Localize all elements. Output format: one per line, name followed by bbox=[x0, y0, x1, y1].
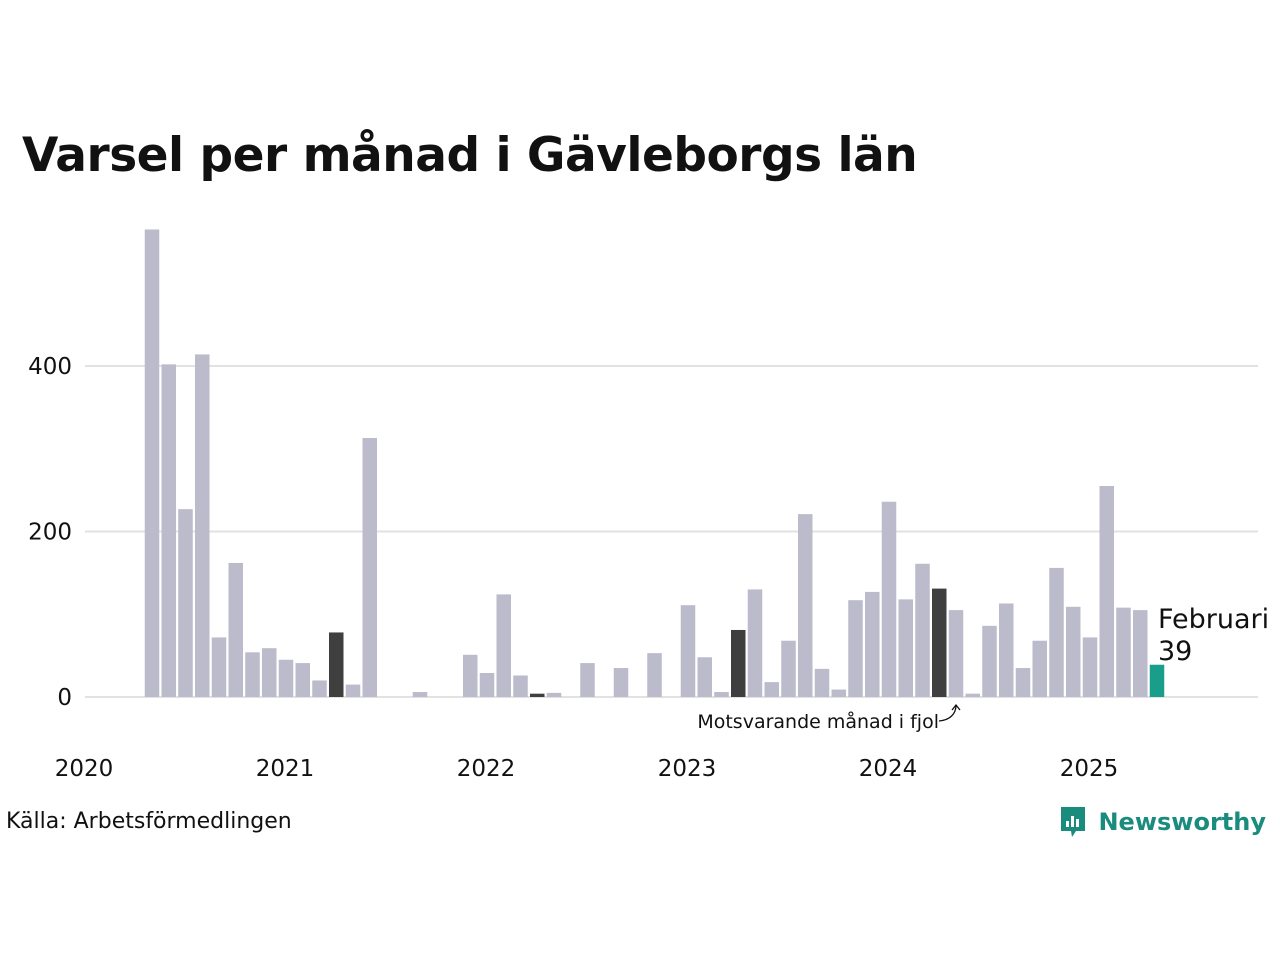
bar bbox=[245, 652, 260, 697]
bar-current-month bbox=[1149, 664, 1165, 697]
bar bbox=[580, 663, 595, 697]
bar bbox=[697, 657, 712, 697]
y-tick-label: 200 bbox=[28, 520, 72, 546]
bar bbox=[881, 501, 897, 697]
bar bbox=[1099, 485, 1114, 697]
bar bbox=[915, 563, 930, 697]
annotations: Motsvarande månad i fjol Februari 39 bbox=[697, 604, 1269, 733]
x-tick-label: 2025 bbox=[1060, 756, 1119, 782]
axis-labels: 0 200 400 2020 2021 2022 2023 2024 2025 bbox=[28, 354, 1118, 782]
bar bbox=[898, 599, 913, 697]
bar bbox=[513, 675, 528, 697]
bar bbox=[1066, 606, 1081, 697]
bar bbox=[195, 354, 210, 697]
bar bbox=[1032, 640, 1047, 697]
bar bbox=[714, 692, 729, 697]
bar bbox=[781, 640, 796, 697]
bar bbox=[982, 625, 997, 697]
bar bbox=[295, 663, 310, 697]
bar bbox=[228, 562, 243, 697]
bar bbox=[1015, 668, 1031, 697]
bar-highlight bbox=[530, 693, 545, 697]
y-tick-label: 0 bbox=[57, 685, 72, 711]
bar bbox=[345, 684, 361, 697]
grid-lines bbox=[85, 365, 1258, 698]
bar bbox=[463, 654, 478, 697]
bar bbox=[144, 229, 160, 697]
bar bbox=[161, 364, 176, 697]
bar-highlight bbox=[329, 632, 344, 697]
annotation-arrowhead bbox=[951, 703, 961, 711]
chart-title: Varsel per månad i Gävleborgs län bbox=[22, 128, 918, 183]
x-tick-label: 2020 bbox=[55, 756, 114, 782]
bar bbox=[999, 603, 1014, 697]
brand-logo: Newsworthy bbox=[1058, 803, 1266, 841]
bar bbox=[412, 692, 428, 697]
bar bbox=[1082, 637, 1098, 697]
source-note: Källa: Arbetsförmedlingen bbox=[6, 809, 292, 834]
bar bbox=[262, 648, 277, 697]
bar bbox=[1049, 567, 1064, 697]
bar bbox=[178, 509, 193, 697]
bar bbox=[479, 673, 495, 697]
current-month-label: Februari bbox=[1158, 604, 1269, 635]
y-tick-label: 400 bbox=[28, 354, 72, 380]
bar-highlight bbox=[731, 629, 746, 697]
bar bbox=[764, 682, 779, 697]
bar bbox=[948, 610, 964, 697]
x-tick-label: 2024 bbox=[859, 756, 918, 782]
current-value-label: 39 bbox=[1158, 636, 1192, 667]
bar-highlight bbox=[932, 588, 947, 697]
bar bbox=[546, 692, 562, 697]
bar bbox=[848, 600, 863, 697]
bar bbox=[613, 668, 629, 697]
bar bbox=[278, 659, 294, 697]
bar bbox=[965, 693, 980, 697]
bar bbox=[798, 514, 813, 697]
x-tick-label: 2023 bbox=[658, 756, 717, 782]
bar bbox=[814, 668, 830, 697]
bar bbox=[1116, 607, 1131, 697]
bar bbox=[831, 689, 846, 697]
bar bbox=[362, 437, 377, 697]
x-tick-label: 2021 bbox=[256, 756, 315, 782]
bar bbox=[1133, 610, 1148, 697]
x-tick-label: 2022 bbox=[457, 756, 516, 782]
bar bbox=[680, 605, 696, 697]
annotation-arrow bbox=[938, 704, 957, 722]
bar bbox=[647, 653, 662, 697]
bar bbox=[211, 637, 227, 697]
newsworthy-logo-icon bbox=[1061, 807, 1086, 837]
bars bbox=[144, 229, 1165, 697]
bar bbox=[747, 589, 763, 697]
bar bbox=[865, 591, 880, 697]
bar bbox=[496, 594, 511, 697]
bar bbox=[312, 680, 327, 697]
logo-text: Newsworthy bbox=[1098, 808, 1266, 836]
annotation-label: Motsvarande månad i fjol bbox=[697, 710, 939, 733]
